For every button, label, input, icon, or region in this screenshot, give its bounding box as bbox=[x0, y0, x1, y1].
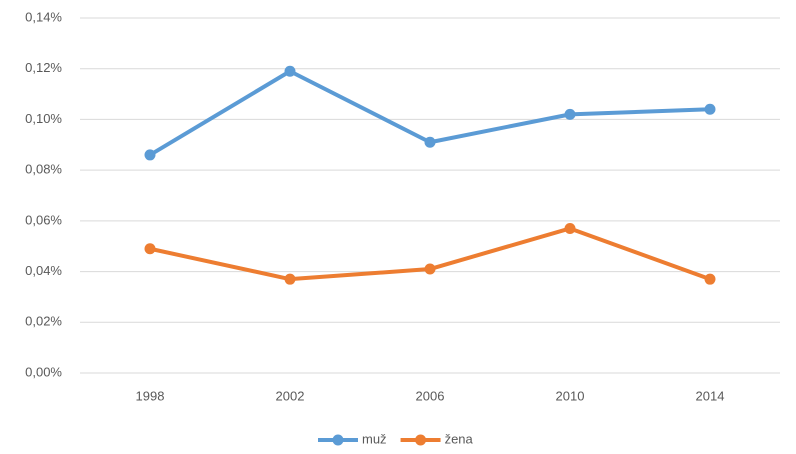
y-tick-label: 0,08% bbox=[25, 162, 62, 177]
y-tick-label: 0,06% bbox=[25, 212, 62, 227]
y-tick-label: 0,02% bbox=[25, 314, 62, 329]
data-point bbox=[424, 263, 436, 275]
x-tick-label: 2014 bbox=[696, 388, 725, 403]
data-point bbox=[704, 103, 716, 115]
data-point bbox=[284, 65, 296, 77]
data-point bbox=[284, 273, 296, 285]
y-tick-label: 0,00% bbox=[25, 364, 62, 379]
data-point bbox=[564, 222, 576, 234]
data-point bbox=[144, 149, 156, 161]
y-tick-label: 0,12% bbox=[25, 60, 62, 75]
legend-label: žena bbox=[445, 431, 474, 446]
y-tick-label: 0,14% bbox=[25, 9, 62, 24]
y-tick-label: 0,10% bbox=[25, 111, 62, 126]
legend-marker bbox=[415, 434, 427, 446]
x-tick-label: 2002 bbox=[276, 388, 305, 403]
data-point bbox=[144, 243, 156, 255]
x-tick-label: 2006 bbox=[416, 388, 445, 403]
data-point bbox=[564, 108, 576, 120]
legend-marker bbox=[332, 434, 344, 446]
x-tick-label: 1998 bbox=[136, 388, 165, 403]
x-tick-label: 2010 bbox=[556, 388, 585, 403]
legend-label: muž bbox=[362, 431, 387, 446]
data-point bbox=[424, 136, 436, 148]
y-tick-label: 0,04% bbox=[25, 263, 62, 278]
data-point bbox=[704, 273, 716, 285]
